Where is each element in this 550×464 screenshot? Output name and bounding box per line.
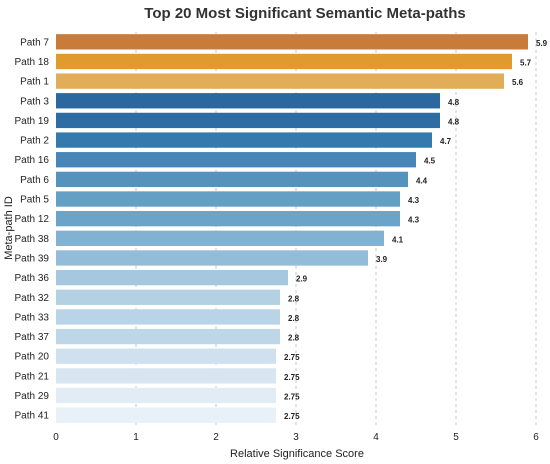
y-tick-label: Path 29	[15, 391, 50, 402]
y-tick-label: Path 7	[20, 37, 49, 48]
bar	[56, 93, 440, 109]
y-tick-labels: Path 7 Path 18 Path 1 Path 3 Path 19 Path 2 Pa…	[15, 37, 50, 421]
x-tick-label: 1	[133, 432, 139, 443]
x-axis-label: Relative Significance Score	[230, 448, 364, 460]
x-tick-label: 3	[293, 432, 299, 443]
bar	[56, 348, 276, 364]
bar-value-label: 2.8	[288, 334, 300, 343]
bar	[56, 132, 432, 148]
bar	[56, 112, 440, 129]
y-tick-label: Path 37	[15, 332, 50, 343]
bar	[56, 407, 276, 423]
bar-value-label: 4.3	[408, 196, 420, 205]
y-tick-label: Path 1	[20, 77, 49, 88]
grid	[135, 32, 537, 425]
bar	[56, 53, 512, 70]
bar-value-label: 3.9	[376, 255, 388, 264]
bar-value-label: 2.75	[284, 373, 300, 382]
bar-value-label: 2.8	[288, 294, 300, 303]
y-tick-label: Path 6	[20, 175, 49, 186]
bar-value-label: 4.8	[448, 117, 460, 126]
bar-value-label: 2.9	[296, 275, 308, 284]
bar	[56, 387, 276, 404]
bar-value-label: 4.7	[440, 137, 452, 146]
bar-value-label: 4.4	[416, 176, 428, 185]
y-tick-label: Path 36	[15, 273, 50, 284]
bar-value-label: 2.8	[288, 314, 300, 323]
x-tick-label: 4	[373, 432, 379, 443]
y-tick-label: Path 39	[15, 253, 50, 264]
y-tick-label: Path 41	[15, 411, 50, 422]
x-tick-labels: 0 1 2 3 4 5 6	[53, 432, 539, 443]
x-tick-label: 5	[453, 432, 459, 443]
bar	[56, 73, 504, 89]
y-axis-label: Meta-path ID	[3, 196, 15, 260]
value-labels: 5.9 5.7 5.6 4.8 4.8 4.7 4.5 4.4 4.3 4.3 4.1 3.9 2.9 2…	[284, 39, 548, 421]
bar	[56, 152, 416, 168]
bar-value-label: 4.1	[392, 235, 404, 244]
y-tick-label: Path 33	[15, 312, 50, 323]
bar	[56, 269, 288, 286]
bar-value-label: 2.75	[284, 412, 300, 421]
bar	[56, 171, 408, 188]
bar	[56, 289, 280, 305]
y-tick-label: Path 20	[15, 352, 50, 363]
y-tick-label: Path 12	[15, 214, 50, 225]
y-tick-label: Path 16	[15, 155, 50, 166]
bar-value-label: 4.3	[408, 216, 420, 225]
bar-value-label: 2.75	[284, 353, 300, 362]
bar-value-label: 5.9	[536, 39, 548, 48]
bars	[56, 34, 528, 423]
x-tick-label: 0	[53, 432, 59, 443]
y-tick-label: Path 3	[20, 96, 49, 107]
bar	[56, 250, 368, 266]
bar	[56, 368, 276, 384]
x-tick-label: 6	[533, 432, 539, 443]
bar-value-label: 5.6	[512, 78, 524, 87]
bar-value-label: 2.75	[284, 393, 300, 402]
bar-value-label: 5.7	[520, 58, 532, 67]
bar	[56, 34, 528, 50]
bar-value-label: 4.5	[424, 157, 436, 166]
y-tick-label: Path 21	[15, 371, 50, 382]
bar	[56, 191, 400, 207]
y-tick-label: Path 38	[15, 234, 50, 245]
x-tick-label: 2	[213, 432, 219, 443]
bar	[56, 230, 384, 246]
bar	[56, 328, 280, 345]
chart-title: Top 20 Most Significant Semantic Meta-pa…	[144, 5, 465, 22]
y-tick-label: Path 18	[15, 57, 50, 68]
y-tick-label: Path 19	[15, 116, 50, 127]
y-tick-label: Path 2	[20, 136, 49, 147]
y-tick-label: Path 32	[15, 293, 50, 304]
bar	[56, 211, 400, 227]
bar	[56, 309, 280, 325]
bar-value-label: 4.8	[448, 98, 460, 107]
y-tick-label: Path 5	[20, 195, 49, 206]
